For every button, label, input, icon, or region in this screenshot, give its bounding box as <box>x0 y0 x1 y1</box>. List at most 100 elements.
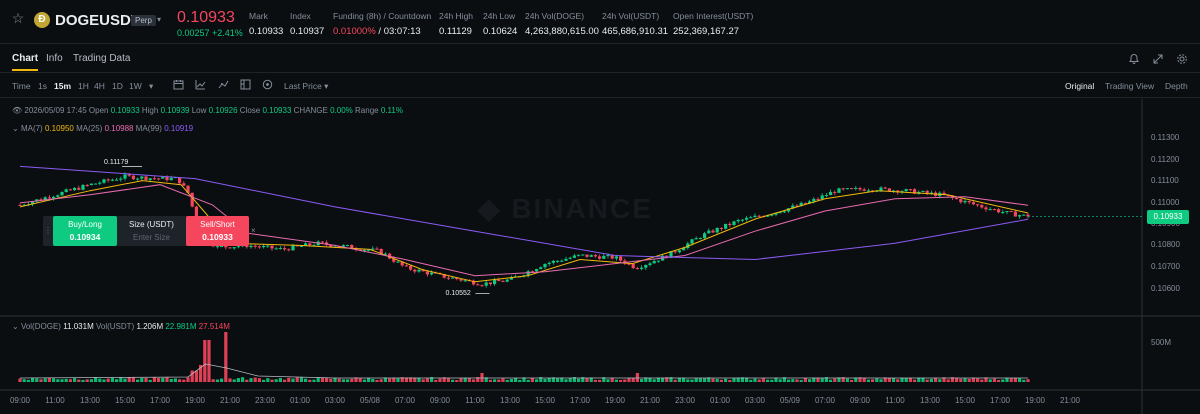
symbol-dropdown-chevron-icon[interactable]: ▾ <box>157 15 162 24</box>
view-original[interactable]: Original <box>1065 81 1095 91</box>
candle-body <box>228 247 232 249</box>
close-icon[interactable]: × <box>251 226 256 235</box>
candle-body <box>782 211 786 213</box>
stat-label[interactable]: Open Interest(USDT) <box>673 11 754 21</box>
candle-body <box>535 269 539 272</box>
chevron-down-icon[interactable]: ⌄ <box>12 124 19 133</box>
candle-body <box>749 217 753 219</box>
buy-long-button[interactable]: Buy/Long 0.10934 <box>53 216 117 246</box>
candle-body <box>182 183 186 186</box>
interval-1w[interactable]: 1W <box>129 81 142 91</box>
volume-bar <box>467 378 471 382</box>
candle-body <box>543 263 547 268</box>
x-tick: 19:00 <box>1024 396 1046 405</box>
volume-bar <box>56 379 60 382</box>
x-tick: 05/09 <box>779 396 801 405</box>
layout-icon[interactable] <box>240 79 251 92</box>
x-tick: 15:00 <box>114 396 136 405</box>
interval-1h[interactable]: 1H <box>78 81 89 91</box>
candle-body <box>858 188 862 190</box>
low-value: 0.10926 <box>208 106 238 115</box>
chart-type-icon[interactable] <box>218 79 229 92</box>
candle-body <box>690 239 694 244</box>
calendar-icon[interactable] <box>173 79 184 92</box>
volume-bar <box>900 377 904 382</box>
candle-body <box>547 262 551 264</box>
candle-body <box>165 176 169 181</box>
target-icon[interactable] <box>262 79 273 92</box>
tab-chart[interactable]: Chart <box>12 53 39 71</box>
candle-body <box>984 207 988 210</box>
drag-handle-icon[interactable]: ⋮ <box>44 226 52 235</box>
interval-dropdown-chevron-icon[interactable]: ▾ <box>149 81 154 91</box>
interval-15m[interactable]: 15m <box>54 81 72 91</box>
interval-4h[interactable]: 4H <box>94 81 105 91</box>
volume-bar <box>904 378 908 382</box>
volume-bar <box>493 379 497 382</box>
tab-trading-data[interactable]: Trading Data <box>73 53 131 64</box>
stat-value: 0.11129 <box>439 26 472 37</box>
stat-index: Index 0.10937 <box>290 11 324 37</box>
candle-body <box>488 282 492 285</box>
volume-bar <box>724 378 728 382</box>
range-value: 0.11% <box>380 106 403 115</box>
volume-bar <box>703 378 707 382</box>
volume-bar <box>257 378 261 382</box>
volume-bar <box>698 378 702 382</box>
volume-bar <box>673 379 677 382</box>
candle-body <box>732 221 736 226</box>
candle-body <box>22 204 26 206</box>
volume-bar <box>992 378 996 382</box>
candle-body <box>908 189 912 191</box>
tab-info[interactable]: Info <box>46 53 63 64</box>
candle-body <box>1001 212 1005 214</box>
candle-body <box>312 245 316 247</box>
expand-icon[interactable] <box>1151 53 1165 67</box>
symbol-name[interactable]: DOGEUSDT <box>55 12 141 29</box>
volume-bar <box>614 379 618 382</box>
candle-body <box>627 263 631 265</box>
sell-short-button[interactable]: Sell/Short 0.10933 <box>186 216 249 246</box>
price-type-select[interactable]: Last Price ▾ <box>284 81 329 91</box>
candle-body <box>60 191 64 196</box>
stat-value: 0.10624 <box>483 26 518 37</box>
volume-bar <box>472 379 476 382</box>
volume-bar <box>778 379 782 382</box>
volume-bar <box>232 379 236 382</box>
volume-bar <box>913 379 917 382</box>
candle-body <box>812 198 816 202</box>
candle-body <box>421 269 425 272</box>
vol-usdt-value: 1.206M <box>136 322 164 331</box>
quick-order-widget: ⋮ Buy/Long 0.10934 Size (USDT) Enter Siz… <box>43 216 249 246</box>
favorite-star-icon[interactable]: ☆ <box>11 10 25 26</box>
x-tick: 15:00 <box>954 396 976 405</box>
volume-bar <box>119 377 123 382</box>
view-depth[interactable]: Depth <box>1165 81 1188 91</box>
chevron-down-icon[interactable]: ⌄ <box>12 322 19 331</box>
volume-bar <box>68 379 72 382</box>
volume-bar <box>161 377 165 382</box>
stat-label[interactable]: Funding (8h) / Countdown <box>333 11 432 21</box>
x-tick: 11:00 <box>885 396 905 405</box>
candle-body <box>997 209 1001 213</box>
stat-value: 465,686,910.31 <box>602 26 669 37</box>
candlestick-chart[interactable] <box>0 99 1200 414</box>
size-input[interactable]: Size (USDT) Enter Size <box>117 216 186 246</box>
interval-1s[interactable]: 1s <box>38 81 47 91</box>
volume-bar <box>728 379 732 382</box>
candle-body <box>115 179 119 181</box>
eye-icon[interactable]: 👁 <box>12 106 23 115</box>
view-trading-view[interactable]: Trading View <box>1105 81 1155 91</box>
interval-1d[interactable]: 1D <box>112 81 123 91</box>
bell-icon[interactable] <box>1127 53 1141 67</box>
vol-usdt-label: Vol(USDT) <box>95 322 135 331</box>
volume-bar <box>976 378 980 382</box>
volume-bar <box>883 377 887 382</box>
volume-bar <box>988 379 992 382</box>
settings-icon[interactable] <box>1175 53 1189 67</box>
volume-bar <box>593 379 597 382</box>
volume-bar <box>245 379 249 382</box>
time-label: Time <box>12 81 31 91</box>
indicators-icon[interactable] <box>195 79 206 92</box>
candle-body <box>77 187 81 190</box>
